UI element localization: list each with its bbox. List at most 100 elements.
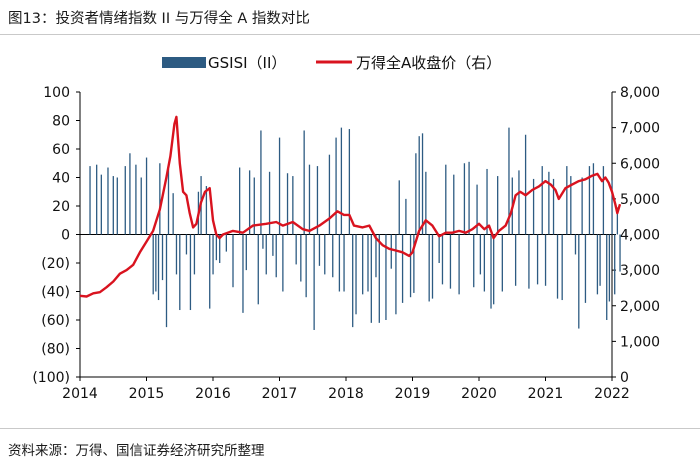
gsisi-bar (242, 234, 244, 313)
x-tick-label: 2022 (594, 386, 630, 402)
gsisi-bar (300, 234, 302, 282)
gsisi-bar (362, 234, 364, 295)
gsisi-bar (89, 166, 91, 235)
gsisi-bar (370, 234, 372, 323)
gsisi-bar (599, 234, 601, 286)
gsisi-bar (219, 234, 221, 263)
gsisi-bar (245, 234, 247, 271)
y-left-tick-label: 80 (52, 114, 70, 130)
gsisi-bar (445, 164, 447, 235)
gsisi-bar (616, 207, 619, 235)
gsisi-bar (441, 234, 444, 285)
gsisi-bar (107, 167, 109, 235)
gsisi-bar (172, 193, 174, 235)
gsisi-bar (355, 234, 357, 315)
gsisi-bar (552, 178, 555, 235)
x-tick-label: 2020 (461, 386, 497, 402)
legend: GSISI（II） 万得全A收盘价（右） (162, 54, 501, 72)
gsisi-bar (561, 234, 563, 301)
gsisi-bar (328, 154, 331, 235)
gsisi-bar (378, 234, 380, 323)
x-tick-label: 2019 (395, 386, 431, 402)
gsisi-bar (405, 198, 407, 235)
gsisi-bar (468, 161, 470, 235)
gsisi-bar (483, 234, 486, 292)
gsisi-bar (592, 163, 595, 235)
gsisi-bar (185, 234, 188, 255)
legend-label-gsisi: GSISI（II） (208, 54, 286, 72)
y-right-tick-label: 4,000 (620, 228, 660, 244)
y-right-tick-label: 7,000 (620, 121, 660, 137)
gsisi-bar (152, 234, 154, 295)
gsisi-bar (161, 234, 164, 281)
y-left-tick-label: (60) (41, 313, 70, 329)
gsisi-bar (425, 171, 427, 235)
gsisi-bar (493, 234, 495, 305)
gsisi-bar (209, 234, 211, 309)
gsisi-bar (415, 153, 417, 235)
gsisi-bar (479, 234, 482, 275)
y-left-tick-label: (100) (32, 370, 70, 386)
y-right-tick-label: 1,000 (620, 334, 660, 350)
gsisi-bar (596, 234, 599, 295)
gsisi-bar (611, 180, 613, 235)
gsisi-bar (340, 127, 343, 235)
gsisi-bar (409, 234, 412, 298)
y-right-tick-label: 2,000 (620, 299, 660, 315)
gsisi-bar (497, 176, 499, 235)
figure-title: 图13：投资者情绪指数 II 与万得全 A 指数对比 (8, 11, 310, 27)
gsisi-bar (476, 184, 478, 235)
gsisi-bar (262, 234, 264, 249)
gsisi-bar (548, 171, 550, 235)
y-left-tick-label: (20) (41, 256, 70, 272)
gsisi-bar (248, 170, 251, 235)
gsisi-bar (324, 234, 326, 275)
gsisi-bar (316, 166, 319, 235)
x-tick-label: 2015 (129, 386, 165, 402)
gsisi-bar (253, 177, 255, 235)
plot-area: 100 80 60 40 20 0 (20) (40) (60) (80) (100) 8,000 7,… (32, 85, 660, 402)
figure-title-bar: 图13：投资者情绪指数 II 与万得全 A 指数对比 (0, 0, 700, 35)
gsisi-bar (518, 170, 520, 235)
gsisi-bar (514, 234, 517, 286)
y-left-tick-label: (40) (41, 285, 70, 301)
gsisi-bar (508, 127, 510, 235)
gsisi-bar (275, 234, 277, 278)
gsisi-bar (159, 163, 161, 235)
gsisi-bar (449, 234, 452, 289)
gsisi-bar (524, 134, 527, 235)
gsisi-bar (282, 234, 284, 292)
x-tick-label: 2014 (62, 386, 98, 402)
gsisi-bar (528, 234, 530, 289)
gsisi-bar (418, 136, 420, 235)
gsisi-bar (212, 234, 214, 275)
gsisi-bar (313, 234, 315, 330)
y-right-tick-label: 6,000 (620, 156, 660, 172)
y-right-tick-label: 5,000 (620, 192, 660, 208)
gsisi-bar (225, 234, 227, 252)
gsisi-bar (167, 168, 170, 235)
y-right-tick-label: 0 (620, 370, 629, 386)
gsisi-bar (348, 129, 351, 235)
gsisi-bar (398, 180, 400, 235)
gsisi-bar (463, 163, 466, 235)
gsisi-bar (438, 234, 440, 263)
gsisi-bar (375, 234, 377, 278)
gsisi-bar (165, 234, 168, 328)
gsisi-bar (278, 137, 281, 235)
gsisi-bar (385, 234, 387, 320)
gsisi-bar (215, 234, 218, 261)
y-left-tick-label: 0 (61, 228, 70, 244)
gsisi-bar (338, 234, 341, 292)
gsisi-bar (286, 173, 289, 235)
gsisi-bar (584, 234, 587, 303)
gsisi-bar (189, 234, 192, 311)
gsisi-bar (265, 234, 267, 275)
gsisi-bar (602, 166, 605, 235)
gsisi-bar (578, 234, 580, 329)
gsisi-bar (473, 234, 475, 288)
gsisi-bar (332, 234, 334, 278)
gsisi-bar (532, 178, 535, 235)
gsisi-bar (581, 177, 583, 235)
x-tick-label: 2016 (195, 386, 231, 402)
